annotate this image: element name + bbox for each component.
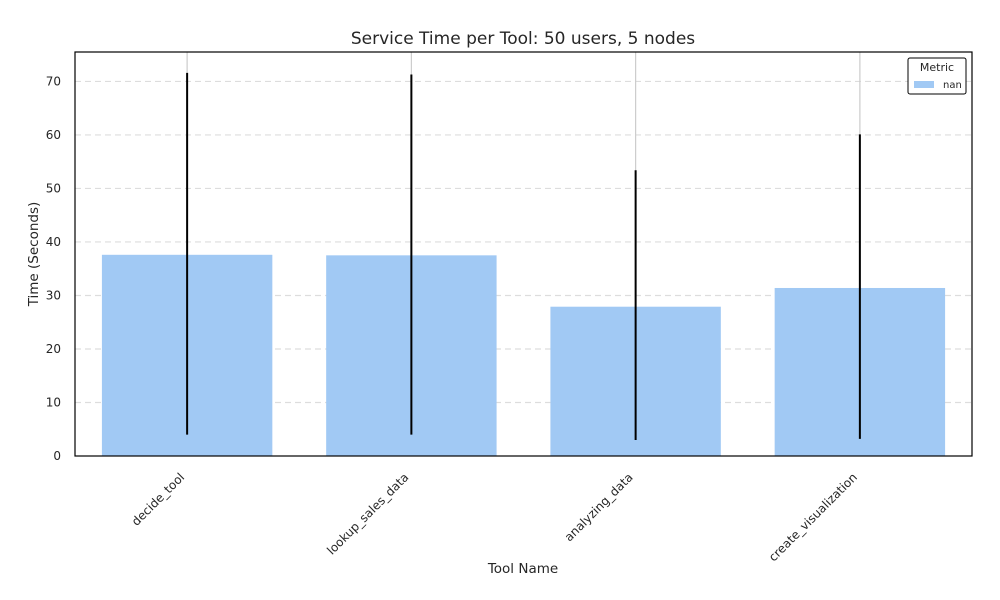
y-tick-label: 30: [46, 288, 61, 302]
error-bars-layer: [186, 72, 861, 440]
y-ticks: 0 10 20 30 40 50 60 70: [46, 74, 61, 463]
x-tick-label: decide_tool: [129, 470, 187, 528]
legend-title: Metric: [920, 61, 954, 74]
y-tick-label: 40: [46, 235, 61, 249]
y-tick-label: 50: [46, 181, 61, 195]
x-ticks: decide_tool lookup_sales_data analyzing_da…: [129, 470, 860, 564]
bars-layer: [101, 254, 946, 456]
plot-frame: [74, 51, 973, 457]
legend: Metric nan: [907, 57, 967, 95]
y-tick-label: 70: [46, 74, 61, 88]
legend-label: nan: [943, 80, 962, 91]
chart-title: Service Time per Tool: 50 users, 5 nodes: [351, 29, 695, 49]
y-tick-label: 20: [46, 342, 61, 356]
x-tick-label: lookup_sales_data: [324, 470, 411, 557]
x-tick-label: create_visualization: [766, 470, 860, 564]
legend-swatch: [914, 81, 934, 88]
y-tick-label: 60: [46, 128, 61, 142]
y-tick-label: 10: [46, 395, 61, 409]
y-axis-label: Time (Seconds): [26, 202, 42, 308]
x-tick-label: analyzing_data: [562, 470, 636, 544]
x-axis-label: Tool Name: [487, 561, 558, 577]
y-tick-label: 0: [53, 449, 61, 463]
